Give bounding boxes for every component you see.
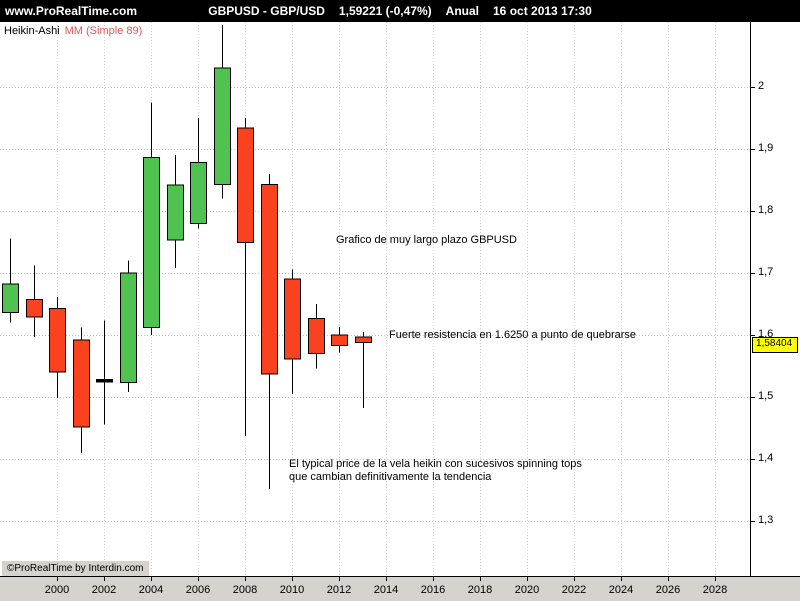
price-axis-tick [751, 149, 755, 150]
candle-2005 [167, 155, 184, 268]
candle-body [26, 299, 43, 318]
time-axis-label: 2004 [138, 584, 164, 596]
chart-annotation-1[interactable]: Grafico de muy largo plazo GBPUSD [336, 234, 517, 246]
candle-body [284, 278, 301, 360]
candle-2001 [73, 327, 90, 453]
time-axis-label: 2000 [44, 584, 70, 596]
candle-body [331, 334, 348, 346]
time-axis-label: 2020 [514, 584, 540, 596]
candle-2006 [190, 118, 207, 229]
candle-2013 [355, 331, 372, 409]
time-axis-label: 2022 [561, 584, 587, 596]
candle-body [190, 162, 207, 224]
time-axis-label: 2016 [420, 584, 446, 596]
copyright-label: ©ProRealTime by Interdin.com [2, 561, 149, 576]
price-axis-tick [751, 273, 755, 274]
candle-body [49, 307, 66, 373]
candle-body [2, 283, 19, 314]
candle-2009 [261, 173, 278, 489]
time-axis-tick [245, 577, 246, 581]
candle-body [96, 379, 113, 383]
time-axis-tick [527, 577, 528, 581]
brand-link[interactable]: www.ProRealTime.com [5, 4, 138, 18]
candle-body [261, 183, 278, 375]
datetime-label: 16 oct 2013 17:30 [493, 4, 592, 18]
price-axis-label: 1,3 [758, 514, 774, 526]
candle-body [237, 127, 254, 244]
price-axis-label: 1,9 [758, 142, 774, 154]
chart-annotation-3[interactable]: El typical price de la vela heikin con s… [289, 458, 582, 483]
candle-body [167, 184, 184, 241]
time-axis-tick [715, 577, 716, 581]
time-axis-tick [198, 577, 199, 581]
candle-2012 [331, 326, 348, 353]
time-axis-label: 2024 [608, 584, 634, 596]
time-axis-label: 2012 [326, 584, 352, 596]
price-axis-tick [751, 211, 755, 212]
candle-2004 [143, 102, 160, 335]
price-axis[interactable]: 2 1,9 1,8 1,7 1,6 1,5 1,4 1,3 1,58404 [750, 22, 800, 576]
time-axis-tick [151, 577, 152, 581]
candle-body [73, 339, 90, 428]
indicator-heikin-ashi: Heikin-Ashi [4, 25, 60, 37]
time-axis-tick [621, 577, 622, 581]
time-axis[interactable]: 2000 2002 2004 2006 2008 2010 2012 2014 2016 2018… [0, 576, 800, 601]
chart-title: GBPUSD - GBP/USD 1,59221 (-0,47%) Anual 16 … [201, 4, 599, 18]
candlestick-canvas [0, 22, 750, 576]
price-axis-label: 1,5 [758, 390, 774, 402]
indicator-label: Heikin-Ashi MM (Simple 89) [4, 25, 142, 37]
candle-2011 [308, 304, 325, 369]
price-axis-tick [751, 521, 755, 522]
time-axis-label: 2026 [655, 584, 681, 596]
time-axis-tick [480, 577, 481, 581]
candle-1999 [26, 265, 43, 337]
time-axis-tick [339, 577, 340, 581]
title-bar: www.ProRealTime.com GBPUSD - GBP/USD 1,59… [0, 0, 800, 22]
timeframe-label: Anual [445, 4, 480, 18]
candle-2008 [237, 118, 254, 437]
time-axis-tick [386, 577, 387, 581]
price-axis-label: 1,4 [758, 452, 774, 464]
candle-2000 [49, 297, 66, 399]
price-axis-tick [751, 459, 755, 460]
candle-2003 [120, 260, 137, 392]
candle-body [214, 67, 231, 185]
quote-label: 1,59221 (-0,47%) [338, 4, 432, 18]
candle-2002 [96, 320, 113, 425]
price-axis-tick [751, 335, 755, 336]
time-axis-label: 2002 [91, 584, 117, 596]
chart-annotation-2[interactable]: Fuerte resistencia en 1.6250 a punto de … [389, 329, 637, 341]
time-axis-tick [433, 577, 434, 581]
candle-2010 [284, 269, 301, 394]
time-axis-tick [57, 577, 58, 581]
candle-body [120, 272, 137, 384]
price-axis-label: 1,7 [758, 266, 774, 278]
time-axis-tick [104, 577, 105, 581]
time-axis-label: 2014 [373, 584, 399, 596]
price-axis-tick [751, 397, 755, 398]
time-axis-label: 2028 [702, 584, 728, 596]
time-axis-label: 2010 [279, 584, 305, 596]
symbol-label: GBPUSD - GBP/USD [208, 4, 325, 18]
time-axis-label: 2008 [232, 584, 258, 596]
candle-body [308, 317, 325, 355]
chart-plot-area[interactable]: Heikin-Ashi MM (Simple 89) Grafico de muy… [0, 22, 750, 576]
time-axis-tick [668, 577, 669, 581]
candle-1998 [2, 238, 19, 323]
time-axis-tick [292, 577, 293, 581]
price-axis-label: 1,8 [758, 204, 774, 216]
time-axis-tick [574, 577, 575, 581]
candle-2007 [214, 25, 231, 199]
time-axis-label: 2006 [185, 584, 211, 596]
price-axis-tick [751, 87, 755, 88]
indicator-moving-average: MM (Simple 89) [64, 25, 143, 37]
time-axis-label: 2018 [467, 584, 493, 596]
candle-body [143, 157, 160, 329]
candle-body [355, 336, 372, 343]
price-axis-label: 2 [758, 80, 765, 92]
last-price-badge: 1,58404 [752, 337, 798, 353]
